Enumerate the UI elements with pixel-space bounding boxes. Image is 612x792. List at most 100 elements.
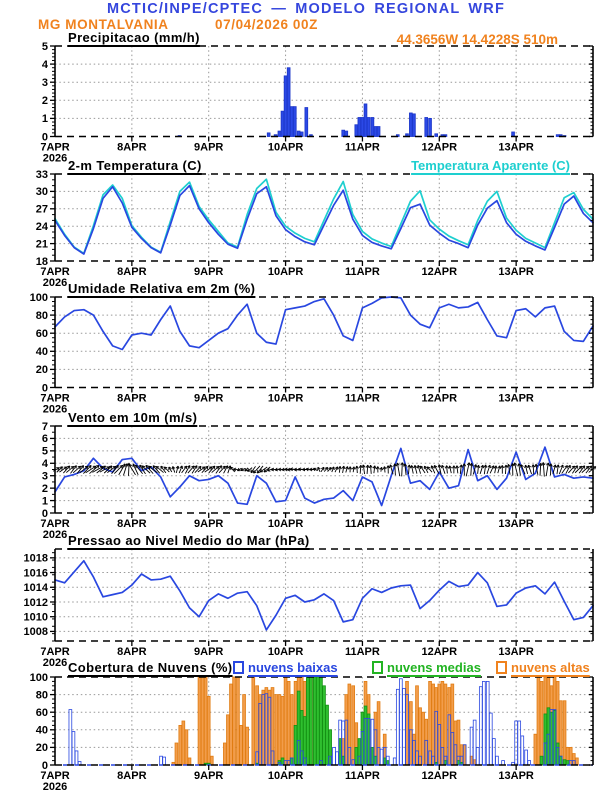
legend-nuvens-altas: nuvens altas (496, 660, 590, 675)
svg-text:11APR: 11APR (345, 393, 380, 405)
svg-text:2: 2 (42, 95, 48, 107)
panel-title-humidity: Umidade Relativa em 2m (%) (68, 281, 256, 296)
svg-text:7APR: 7APR (40, 770, 69, 782)
svg-text:3: 3 (42, 77, 48, 89)
legend-nuvens-medias: nuvens medias (372, 660, 481, 675)
legend-nuvens-baixas: nuvens baixas (233, 660, 338, 675)
svg-text:1008: 1008 (24, 626, 48, 638)
svg-text:8APR: 8APR (117, 142, 146, 154)
svg-text:12APR: 12APR (422, 518, 458, 530)
svg-text:11APR: 11APR (345, 770, 380, 782)
svg-text:2: 2 (42, 483, 48, 495)
legend-label-altas: nuvens altas (511, 660, 590, 675)
svg-text:11APR: 11APR (345, 518, 380, 530)
svg-text:1: 1 (42, 495, 48, 507)
svg-text:7APR: 7APR (40, 518, 69, 530)
legend-label-baixas: nuvens baixas (248, 660, 338, 675)
svg-text:12APR: 12APR (422, 142, 458, 154)
svg-text:40: 40 (36, 725, 48, 737)
svg-text:0: 0 (42, 382, 48, 394)
svg-text:9APR: 9APR (194, 518, 223, 530)
clouds-panel: 0 20 40 60 80 100 7APR 8APR 9APR 10APR 11APR 12APR 1… (30, 672, 594, 792)
svg-text:1018: 1018 (24, 553, 48, 565)
svg-text:12APR: 12APR (422, 393, 458, 405)
svg-text:1016: 1016 (24, 567, 48, 579)
svg-text:10APR: 10APR (268, 142, 304, 154)
svg-text:1010: 1010 (24, 612, 48, 624)
svg-text:2026: 2026 (43, 781, 67, 792)
svg-text:40: 40 (36, 346, 48, 358)
svg-text:12APR: 12APR (422, 646, 458, 658)
svg-text:18: 18 (36, 256, 48, 268)
svg-text:11APR: 11APR (345, 142, 380, 154)
svg-text:9APR: 9APR (194, 770, 223, 782)
precip-panel: 0 1 2 3 4 5 7APR 8APR 9APR 10APR 11APR 12APR 13APR 20… (40, 41, 594, 165)
svg-text:12APR: 12APR (422, 770, 458, 782)
svg-text:21: 21 (36, 238, 48, 250)
svg-text:1012: 1012 (24, 597, 48, 609)
svg-text:60: 60 (36, 707, 48, 719)
nuvens-altas-swatch-icon (496, 661, 507, 674)
svg-text:7APR: 7APR (40, 646, 69, 658)
svg-text:2026: 2026 (43, 153, 67, 165)
svg-text:0: 0 (42, 508, 48, 520)
svg-text:5: 5 (42, 41, 48, 53)
svg-text:100: 100 (30, 672, 48, 684)
station-name: MG MONTALVANIA (38, 17, 169, 32)
svg-text:5: 5 (42, 446, 48, 458)
svg-text:10APR: 10APR (268, 393, 304, 405)
svg-text:7APR: 7APR (40, 393, 69, 405)
svg-text:7: 7 (42, 421, 48, 433)
svg-text:7APR: 7APR (40, 142, 69, 154)
panel-title-precipitation: Precipitacao (mm/h) (68, 30, 200, 45)
svg-text:33: 33 (36, 169, 48, 181)
svg-text:1: 1 (42, 113, 48, 125)
svg-text:9APR: 9APR (194, 646, 223, 658)
svg-text:0: 0 (42, 760, 48, 772)
svg-text:80: 80 (36, 689, 48, 701)
svg-text:8APR: 8APR (117, 393, 146, 405)
panel-title-temperature: 2-m Temperatura (C) (68, 158, 202, 173)
svg-text:8APR: 8APR (117, 646, 146, 658)
station-coordinates: 44.3656W 14.4228S 510m (396, 32, 558, 47)
svg-text:2026: 2026 (43, 277, 67, 289)
svg-text:13APR: 13APR (498, 393, 534, 405)
svg-text:2026: 2026 (43, 529, 67, 541)
panel-title-apparent-temperature: Temperatura Aparente (C) (411, 158, 570, 173)
svg-text:13APR: 13APR (498, 770, 534, 782)
svg-text:1014: 1014 (24, 582, 49, 594)
svg-text:13APR: 13APR (498, 266, 534, 278)
svg-text:4: 4 (42, 59, 49, 71)
nuvens-baixas-swatch-icon (233, 661, 244, 674)
legend-label-medias: nuvens medias (387, 660, 481, 675)
svg-text:80: 80 (36, 310, 48, 322)
nuvens-medias-swatch-icon (372, 661, 383, 674)
panel-title-wind: Vento em 10m (m/s) (68, 410, 198, 425)
svg-text:6: 6 (42, 433, 48, 445)
press-panel: 1008 1010 1012 1014 1016 1018 7APR 8APR 9APR 10AP… (24, 548, 594, 669)
svg-text:2026: 2026 (43, 657, 67, 669)
svg-text:60: 60 (36, 328, 48, 340)
svg-text:11APR: 11APR (345, 266, 380, 278)
svg-text:0: 0 (42, 131, 48, 143)
svg-text:12APR: 12APR (422, 266, 458, 278)
panel-title-pressure: Pressao ao Nivel Medio do Mar (hPa) (68, 533, 310, 548)
run-datetime: 07/04/2026 00Z (215, 17, 318, 32)
svg-text:20: 20 (36, 364, 48, 376)
svg-text:9APR: 9APR (194, 142, 223, 154)
svg-text:10APR: 10APR (268, 770, 304, 782)
svg-text:8APR: 8APR (117, 266, 146, 278)
svg-text:7APR: 7APR (40, 266, 69, 278)
svg-text:13APR: 13APR (498, 518, 534, 530)
svg-text:8APR: 8APR (117, 518, 146, 530)
svg-text:9APR: 9APR (194, 266, 223, 278)
svg-text:9APR: 9APR (194, 393, 223, 405)
svg-text:2026: 2026 (43, 404, 67, 416)
svg-text:20: 20 (36, 742, 48, 754)
svg-text:13APR: 13APR (498, 646, 534, 658)
svg-text:10APR: 10APR (268, 646, 304, 658)
svg-text:24: 24 (36, 221, 49, 233)
panel-title-clouds: Cobertura de Nuvens (%) (68, 660, 233, 675)
